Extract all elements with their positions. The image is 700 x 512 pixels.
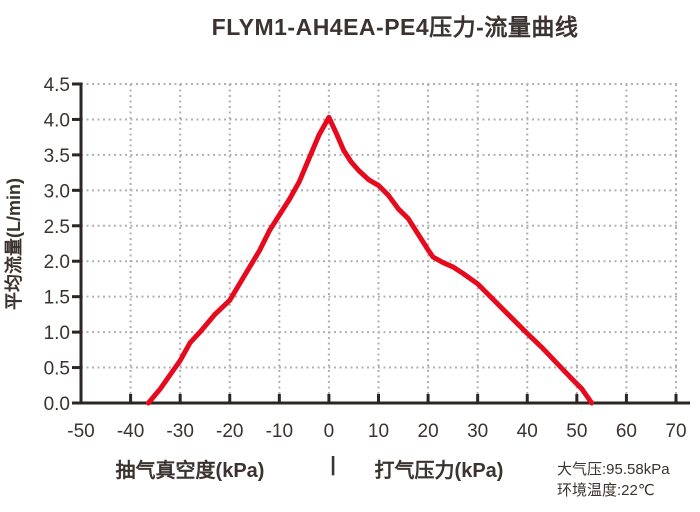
y-tick-label: 4.5 [44, 75, 70, 96]
y-tick-label: 0.5 [44, 359, 70, 380]
tick-label-layer: -50 -40 -30 -20 -10 0 10 20 30 40 50 60 70 0.0 0.5 1.0 1… [44, 75, 687, 442]
y-tick-label: 3.0 [44, 181, 70, 202]
x-tick-label: -20 [216, 421, 243, 442]
x-tick-label: 0 [324, 421, 335, 442]
x-tick-label: 50 [566, 421, 587, 442]
axis-layer [72, 82, 690, 405]
y-tick-label: 1.0 [44, 323, 70, 344]
chart-title: FLYM1-AH4EA-PE4压力-流量曲线 [211, 14, 579, 40]
y-tick-label: 2.0 [44, 252, 70, 273]
y-tick-label: 4.0 [44, 110, 70, 131]
x-tick-label: 40 [517, 421, 538, 442]
environment-annotations: 大气压:95.58kPa 环境温度:22℃ [557, 459, 670, 501]
x-tick-label: -30 [166, 421, 193, 442]
x-tick-label: 30 [467, 421, 488, 442]
x-tick-label: 20 [418, 421, 439, 442]
flow-curve [145, 114, 595, 406]
atmospheric-pressure-note: 大气压:95.58kPa [557, 461, 670, 478]
y-tick-label: 2.5 [44, 217, 70, 238]
x-tick-label: -50 [67, 421, 94, 442]
x-axis-caption-vacuum: 抽气真空度(kPa) [115, 460, 265, 482]
ambient-temperature-note: 环境温度:22℃ [557, 482, 655, 499]
x-axis-caption-separator: | [330, 454, 336, 476]
y-tick-label: 0.0 [44, 394, 70, 415]
y-tick-label: 1.5 [44, 288, 70, 309]
y-tick-label: 3.5 [44, 146, 70, 167]
x-axis-caption-pressure: 打气压力(kPa) [374, 460, 504, 482]
x-tick-label: -40 [117, 421, 144, 442]
x-tick-label: -10 [266, 421, 293, 442]
y-axis-title: 平均流量(L/min) [3, 178, 24, 310]
x-tick-label: 60 [616, 421, 637, 442]
x-tick-label: 10 [368, 421, 389, 442]
x-tick-label: 70 [665, 421, 686, 442]
curve-layer [145, 114, 595, 406]
grid-layer [81, 83, 678, 403]
